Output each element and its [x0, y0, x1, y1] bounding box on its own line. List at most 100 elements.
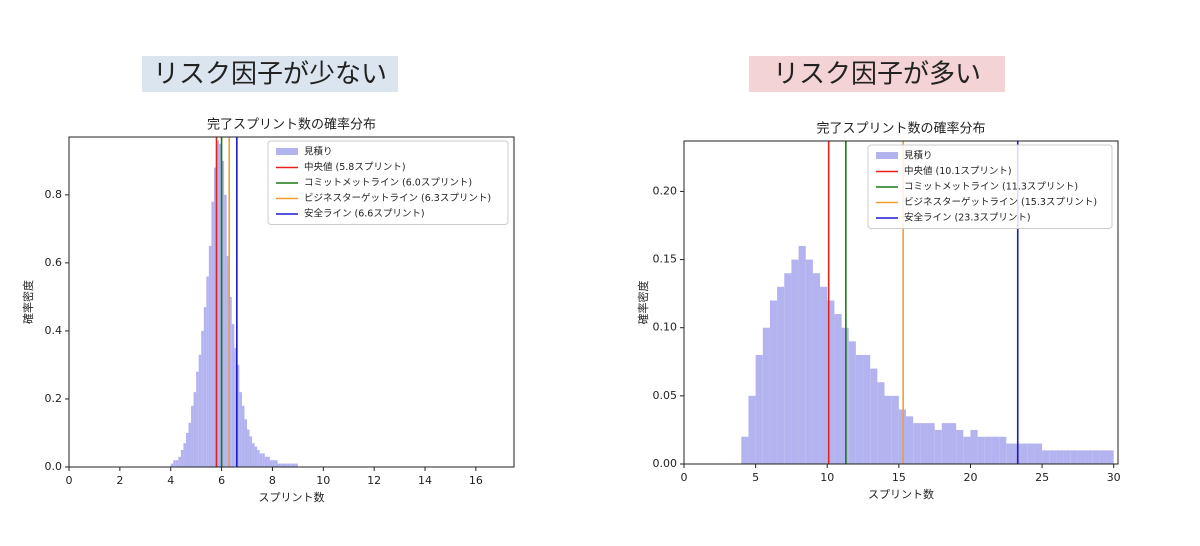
y-tick-label: 0.20 — [653, 184, 678, 197]
histogram-bar — [941, 423, 949, 464]
histogram-bar — [211, 201, 214, 467]
legend-text: ビジネスターゲットライン (15.3スプリント) — [904, 196, 1097, 208]
legend-box — [867, 144, 1113, 229]
histogram-bar — [239, 392, 242, 467]
histogram-bar — [208, 245, 212, 467]
histogram-bar — [170, 463, 174, 467]
histogram-bar — [221, 160, 225, 467]
x-tick-label: 8 — [269, 474, 276, 487]
plot-frame — [683, 140, 1119, 465]
histogram-bar — [173, 460, 176, 467]
histogram-bar — [805, 259, 813, 464]
histogram-bar — [280, 463, 283, 467]
y-axis-label: 確率密度 — [21, 280, 35, 324]
histogram-bar — [991, 436, 1000, 464]
histogram-bar — [948, 423, 957, 464]
histogram-bar — [247, 429, 250, 467]
histogram-bar — [741, 436, 749, 464]
chart-title: 完了スプリント数の確率分布 — [816, 121, 985, 137]
legend-text: コミットメットライン (11.3スプリント) — [904, 182, 1078, 193]
y-tick-label: 0.8 — [45, 188, 63, 201]
histogram-bar — [834, 314, 842, 464]
histogram-bar — [295, 463, 298, 467]
histogram-bar — [1006, 443, 1014, 464]
histogram-bar — [277, 463, 281, 467]
heading: リスク因子が少ない — [153, 60, 387, 90]
x-tick-label: 2 — [116, 474, 123, 487]
histogram-bar — [848, 341, 856, 464]
plot-frame — [68, 136, 515, 468]
histogram-bar — [748, 395, 756, 464]
x-tick-label: 4 — [167, 474, 174, 487]
heading-background — [749, 56, 1005, 92]
x-tick-label: 5 — [752, 471, 759, 484]
histogram-bar — [870, 368, 878, 464]
x-tick-label: 15 — [892, 471, 906, 484]
histogram-bar — [185, 432, 189, 467]
histogram-bar — [285, 463, 288, 467]
legend-box — [267, 140, 509, 225]
histogram-bar — [252, 443, 255, 467]
histogram-bar — [1063, 450, 1071, 464]
histogram-bar — [913, 423, 921, 464]
histogram-bar — [188, 422, 192, 467]
histogram-bar — [827, 300, 835, 464]
histogram-bar — [180, 449, 184, 467]
histogram-bar — [1106, 450, 1114, 464]
histogram-bar — [1085, 450, 1093, 464]
histogram-bar — [906, 416, 914, 464]
x-tick-label: 14 — [418, 474, 432, 487]
legend-text: 安全ライン (23.3スプリント) — [904, 212, 1031, 224]
histogram-bar — [198, 354, 202, 467]
x-tick-label: 10 — [820, 471, 834, 484]
histogram-bar — [274, 460, 278, 467]
histogram-bar — [762, 327, 770, 464]
heading: リスク因子が多い — [773, 60, 981, 90]
legend-text: 安全ライン (6.6スプリント) — [304, 208, 425, 220]
histogram-bar — [1077, 450, 1086, 464]
legend-text: コミットメットライン (6.0スプリント) — [304, 178, 472, 189]
histogram-bar — [241, 405, 245, 467]
legend-text: 見積り — [904, 150, 933, 162]
histogram-bar — [287, 463, 291, 467]
y-tick-label: 0.05 — [653, 389, 678, 402]
histogram-bar — [244, 419, 247, 467]
histogram-bar — [812, 273, 821, 464]
histogram-bar — [226, 256, 230, 467]
legend-text: 中央値 (10.1スプリント) — [904, 165, 1012, 177]
legend-swatch — [876, 152, 898, 159]
histogram-bar — [262, 453, 265, 467]
histogram-bar — [769, 300, 778, 464]
histogram-bar — [254, 446, 258, 467]
histogram-bar — [777, 286, 785, 464]
histogram-bar — [984, 436, 992, 464]
histogram-bar — [234, 347, 237, 467]
x-tick-label: 0 — [66, 474, 73, 487]
y-tick-label: 0.0 — [45, 460, 63, 473]
x-tick-label: 12 — [367, 474, 381, 487]
histogram-bar — [175, 460, 179, 467]
histogram-bar — [877, 382, 885, 464]
x-axis-label: スプリント数 — [868, 488, 934, 501]
histogram-bar — [1099, 450, 1107, 464]
histogram-bar — [1027, 443, 1035, 464]
x-tick-label: 16 — [469, 474, 483, 487]
histogram-bar — [999, 436, 1007, 464]
histogram-bar — [1092, 450, 1100, 464]
histogram-bar — [977, 436, 985, 464]
histogram-bar — [755, 354, 763, 464]
histogram-bar — [269, 460, 273, 467]
histogram-bar — [1049, 450, 1057, 464]
histogram-bar — [213, 167, 217, 467]
x-tick-label: 6 — [218, 474, 225, 487]
histogram-bar — [884, 395, 892, 464]
histogram-bar — [206, 276, 209, 467]
histogram-bar — [259, 453, 263, 467]
x-tick-label: 20 — [963, 471, 977, 484]
x-tick-label: 10 — [316, 474, 330, 487]
histogram-bar — [855, 354, 864, 464]
histogram-bar — [178, 456, 181, 467]
histogram-bar — [257, 449, 260, 467]
histogram-bar — [970, 429, 978, 464]
histogram-bar — [236, 364, 240, 467]
